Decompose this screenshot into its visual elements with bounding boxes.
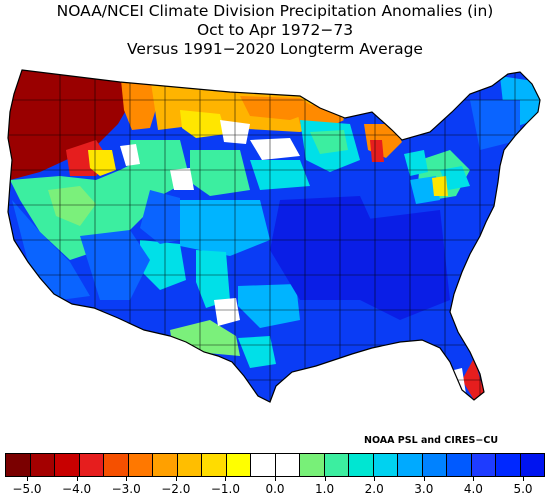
division-southeast — [360, 210, 450, 320]
legend-swatch — [104, 454, 129, 476]
division-pacific-northwest — [8, 70, 140, 180]
map-title: NOAA/NCEI Climate Division Precipitation… — [56, 2, 494, 20]
legend-tick-label: −2.0 — [161, 482, 191, 496]
legend-swatch — [226, 454, 251, 476]
legend-tick-mark — [423, 477, 425, 481]
division-pennsylvania-yellow — [432, 176, 448, 196]
division-new-mexico-east — [196, 250, 230, 308]
division-montana-east — [180, 110, 226, 138]
legend-tick-mark — [126, 477, 128, 481]
legend-swatch — [251, 454, 276, 476]
division-central-plains — [270, 196, 380, 300]
legend-tick-mark — [175, 477, 177, 481]
legend-swatch — [520, 454, 544, 476]
division-arizona — [80, 230, 150, 300]
legend-swatch — [300, 454, 325, 476]
division-west-texas — [238, 284, 300, 328]
division-new-mexico-west — [140, 240, 186, 290]
legend-swatch — [471, 454, 496, 476]
division-pennsylvania-west — [440, 166, 470, 190]
map-period: Oct to Apr 1972−73 — [196, 21, 354, 39]
legend-swatch — [398, 454, 423, 476]
legend-colorbar — [5, 453, 545, 477]
legend-swatch — [275, 454, 300, 476]
source-credit: NOAA PSL and CIRES−CU — [364, 435, 499, 446]
legend-swatch — [128, 454, 153, 476]
legend-tick-mark — [374, 477, 376, 481]
legend-swatch — [30, 454, 55, 476]
division-south-texas — [238, 336, 276, 368]
legend-tick-mark — [225, 477, 227, 481]
division-michigan-lp — [370, 140, 384, 162]
legend-tick-label: 5.0 — [513, 482, 533, 496]
division-ohio-valley — [410, 176, 440, 204]
division-new-england — [470, 100, 520, 150]
legend-tick-mark — [324, 477, 326, 481]
division-florida-southeast — [462, 358, 484, 400]
division-wisconsin-south — [310, 130, 348, 154]
legend-swatch — [6, 454, 31, 476]
legend-swatch — [55, 454, 80, 476]
legend-swatch — [373, 454, 398, 476]
legend-tick-label: −1.0 — [210, 482, 240, 496]
division-wyoming-south — [170, 168, 194, 190]
legend-tick-label: 0.0 — [265, 482, 285, 496]
legend-tick-label: 1.0 — [315, 482, 335, 496]
legend-swatch — [349, 454, 374, 476]
legend-tick-mark — [523, 477, 524, 481]
legend-tick-mark — [275, 477, 276, 481]
division-sd-east — [250, 138, 300, 160]
title-block: NOAA/NCEI Climate Division Precipitation… — [0, 2, 550, 59]
map-baseline: Versus 1991−2020 Longterm Average — [127, 40, 423, 58]
legend-swatch — [202, 454, 227, 476]
legend-tick-label: 2.0 — [364, 482, 384, 496]
legend-swatch — [496, 454, 521, 476]
legend-tick-label: 4.0 — [463, 482, 483, 496]
legend-tick-label: −4.0 — [62, 482, 92, 496]
legend-swatch — [447, 454, 472, 476]
legend-tick-mark — [27, 477, 28, 481]
legend-swatch — [177, 454, 202, 476]
legend-tick-label: 3.0 — [414, 482, 434, 496]
legend-tick-mark — [473, 477, 475, 481]
division-colorado-kansas — [180, 200, 270, 256]
legend-swatch — [324, 454, 349, 476]
division-nebraska-east — [250, 160, 310, 190]
legend-swatch — [79, 454, 104, 476]
legend-tick-label: −3.0 — [111, 482, 141, 496]
legend-swatch — [153, 454, 178, 476]
division-utah-colorado — [140, 190, 180, 244]
legend-tick-mark — [76, 477, 78, 481]
legend-swatch — [422, 454, 447, 476]
division-trans-pecos — [214, 298, 240, 326]
legend-tick-label: −5.0 — [12, 482, 42, 496]
